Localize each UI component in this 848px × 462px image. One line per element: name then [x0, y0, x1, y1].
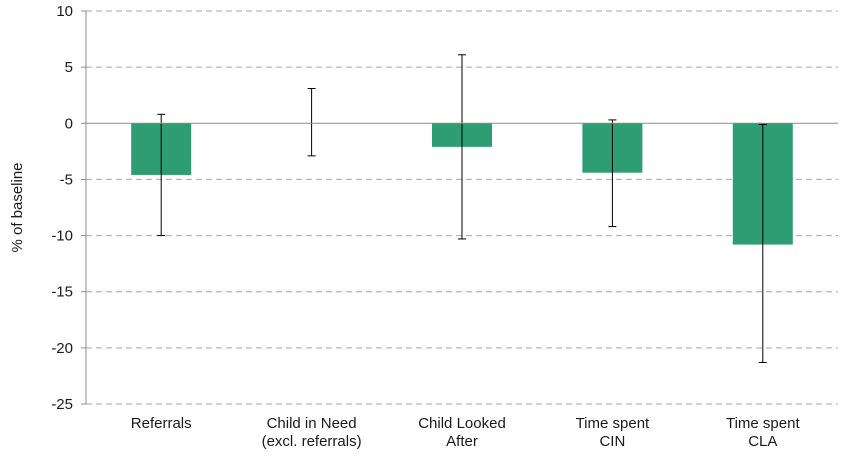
axes	[81, 10, 838, 405]
category-label: Child in Need (excl. referrals)	[262, 415, 362, 450]
category-label-line: Referrals	[131, 415, 192, 432]
category-label-line: Time spent	[576, 415, 650, 432]
y-tick-label: -5	[60, 171, 73, 188]
y-tick-label: 10	[56, 3, 73, 20]
category-label: Time spent CIN	[576, 415, 650, 450]
category-label-line: CLA	[748, 433, 777, 450]
y-tick-label: -15	[51, 284, 73, 301]
error-bars	[157, 54, 767, 363]
y-tick-label: -20	[51, 340, 73, 357]
y-tick-label: -25	[51, 396, 73, 413]
category-label: Time spent CLA	[726, 415, 800, 450]
gridlines	[86, 10, 838, 405]
category-label: Child Looked After	[418, 415, 506, 450]
y-axis-title: % of baseline	[9, 162, 26, 252]
category-label-line: CIN	[599, 433, 625, 450]
y-tick-label: 0	[65, 115, 73, 132]
category-label-line: Child in Need	[267, 415, 357, 432]
y-tick-labels: 10 5 0 -5 -10 -15 -20 -25	[51, 3, 73, 413]
category-labels: Referrals Child in Need (excl. referrals)C…	[131, 415, 801, 450]
category-label-line: Child Looked	[418, 415, 506, 432]
category-label: Referrals	[131, 415, 192, 432]
y-tick-label: 5	[65, 59, 73, 76]
y-tick-label: -10	[51, 228, 73, 245]
category-label-line: Time spent	[726, 415, 800, 432]
category-label-line: (excl. referrals)	[262, 433, 362, 450]
category-label-line: After	[446, 433, 478, 450]
